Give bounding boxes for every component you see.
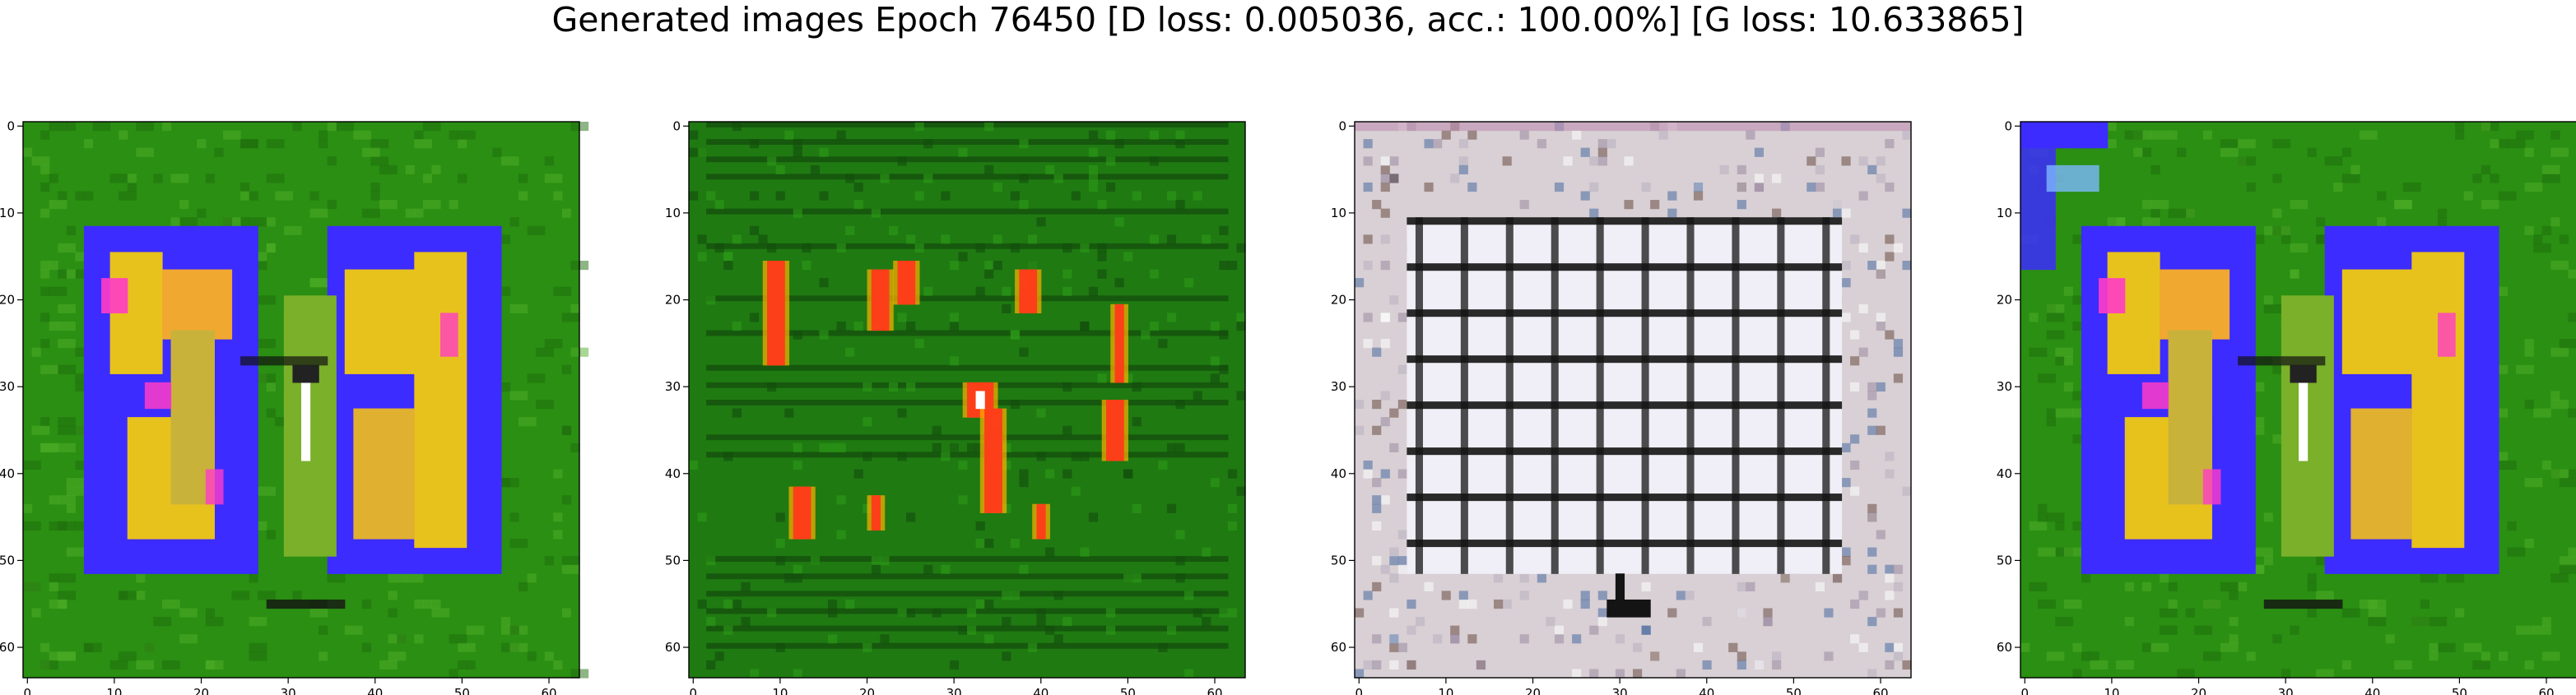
x-tick-label: 10 (2104, 686, 2119, 695)
x-tick-label: 0 (24, 686, 32, 695)
y-tick-label: 50 (0, 553, 15, 568)
y-tick-label: 40 (665, 466, 681, 481)
x-tick-label: 30 (946, 686, 962, 695)
y-tick-label: 30 (1997, 379, 2012, 394)
y-tick-label: 10 (1331, 206, 1346, 220)
y-tick-label: 20 (1331, 293, 1346, 308)
y-tick-label: 20 (665, 293, 681, 308)
x-tick-label: 50 (2452, 686, 2467, 695)
y-tick-label: 20 (0, 293, 15, 308)
x-tick-label: 20 (2191, 686, 2206, 695)
y-tick-label: 0 (672, 118, 681, 133)
x-tick-label: 10 (772, 686, 788, 695)
y-tick-label: 40 (0, 466, 15, 481)
y-tick-label: 50 (1331, 553, 1346, 568)
x-tick-label: 60 (1872, 686, 1888, 695)
image-panel-1: 0 10 20 30 40 50 60 0 10 20 30 40 50 60 (0, 118, 589, 695)
x-tick-label: 60 (1207, 686, 1222, 695)
axes-frame (2020, 121, 2576, 679)
x-tick-label: 50 (1120, 686, 1136, 695)
x-tick-label: 0 (2021, 686, 2030, 695)
image-panel-4: 0 10 20 30 40 50 60 0 10 20 30 40 50 60 (1997, 118, 2576, 695)
y-tick-label: 30 (665, 379, 681, 394)
image-pixels (1355, 122, 1912, 679)
x-tick-label: 30 (281, 686, 296, 695)
y-tick-label: 30 (1331, 379, 1346, 394)
y-tick-label: 60 (1331, 640, 1346, 655)
y-tick-label: 0 (2004, 118, 2012, 133)
x-tick-label: 40 (1033, 686, 1049, 695)
image-pixels (23, 122, 589, 679)
x-tick-label: 20 (1525, 686, 1541, 695)
x-tick-label: 10 (106, 686, 122, 695)
y-tick-label: 10 (0, 206, 15, 220)
y-tick-label: 0 (1338, 118, 1346, 133)
image-pixels (689, 122, 1246, 679)
y-tick-label: 30 (0, 379, 15, 394)
axes-frame (22, 121, 580, 679)
y-tick-label: 0 (7, 118, 15, 133)
y-tick-label: 50 (665, 553, 681, 568)
y-tick-label: 10 (665, 206, 681, 220)
x-tick-label: 40 (1699, 686, 1714, 695)
x-tick-label: 60 (2538, 686, 2554, 695)
y-tick-label: 60 (1997, 640, 2012, 655)
y-tick-label: 40 (1997, 466, 2012, 481)
y-tick-label: 20 (1997, 293, 2012, 308)
figure-title: Generated images Epoch 76450 [D loss: 0.… (551, 0, 2025, 39)
x-tick-label: 0 (1355, 686, 1364, 695)
y-tick-label: 10 (1997, 206, 2012, 220)
x-tick-label: 20 (193, 686, 209, 695)
x-tick-label: 20 (859, 686, 875, 695)
y-tick-label: 60 (0, 640, 15, 655)
x-tick-label: 10 (1438, 686, 1453, 695)
image-panel-2: 0 10 20 30 40 50 60 0 10 20 30 40 50 60 (665, 118, 1246, 695)
x-tick-label: 60 (541, 686, 556, 695)
image-pixels (2020, 122, 2576, 679)
x-tick-label: 0 (690, 686, 698, 695)
x-tick-label: 50 (454, 686, 470, 695)
x-tick-label: 50 (1786, 686, 1802, 695)
image-panel-3: 0 10 20 30 40 50 60 0 10 20 30 40 50 60 (1331, 118, 1912, 695)
x-tick-label: 40 (2364, 686, 2380, 695)
x-tick-label: 30 (2278, 686, 2294, 695)
x-tick-label: 40 (367, 686, 383, 695)
y-tick-label: 40 (1331, 466, 1346, 481)
axes-frame (1354, 121, 1912, 679)
axes-frame (688, 121, 1246, 679)
y-tick-label: 60 (665, 640, 681, 655)
y-tick-label: 50 (1997, 553, 2012, 568)
x-tick-label: 30 (1612, 686, 1628, 695)
